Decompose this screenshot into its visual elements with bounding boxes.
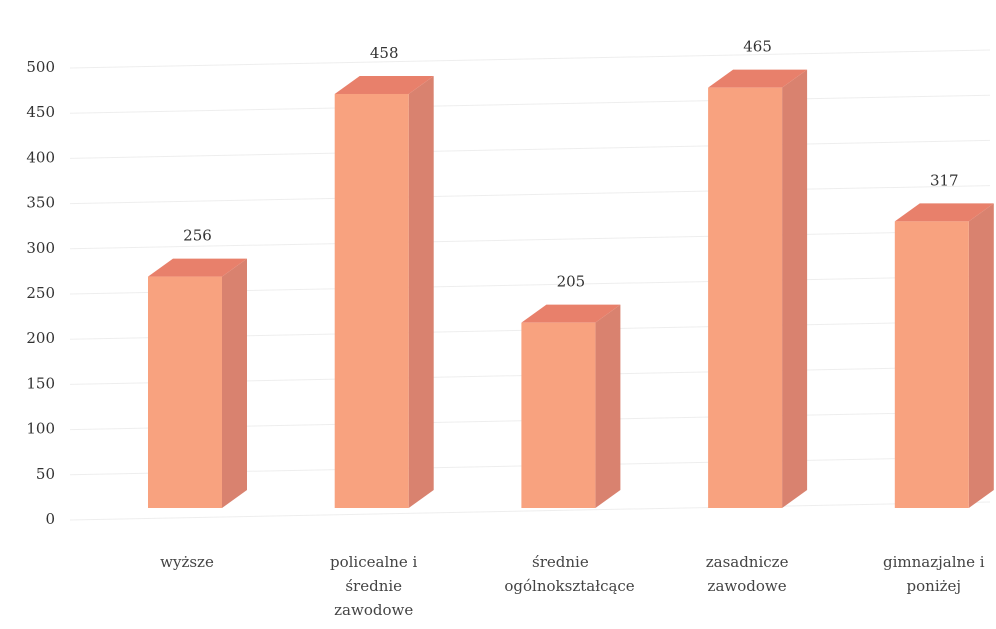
bar <box>148 276 222 508</box>
grid-line <box>69 49 991 69</box>
y-tick-label: 250 <box>26 284 55 302</box>
y-tick-label: 0 <box>45 510 55 528</box>
x-tick-label: zasadnicze zawodowe <box>705 553 789 595</box>
bar-top <box>148 258 247 277</box>
grid-line <box>69 94 991 114</box>
y-tick-label: 350 <box>26 194 55 212</box>
y-tick-label: 450 <box>26 103 55 121</box>
bar-side <box>408 75 434 508</box>
bar <box>894 221 969 508</box>
bar-side <box>782 69 808 508</box>
x-tick-label: średnie ogólnokształcące <box>504 553 635 595</box>
bar <box>521 322 596 508</box>
bar-side <box>968 203 994 508</box>
grid-line <box>69 501 991 521</box>
bar-top <box>521 304 621 323</box>
value-label: 205 <box>557 273 586 291</box>
bar-side <box>595 304 621 508</box>
bar-top <box>708 69 808 88</box>
y-tick-label: 500 <box>26 58 55 76</box>
bar-side <box>222 258 247 508</box>
value-label: 317 <box>930 171 959 189</box>
y-tick-label: 50 <box>36 465 55 483</box>
value-label: 458 <box>370 44 399 62</box>
bar-top <box>894 203 994 222</box>
y-tick-label: 100 <box>26 420 55 438</box>
bar-top <box>334 75 434 94</box>
x-tick-label: gimnazjalne i poniżej <box>882 553 985 595</box>
grid-line <box>69 185 991 205</box>
x-tick-label: wyższe <box>160 553 214 571</box>
value-label: 256 <box>183 227 212 245</box>
y-tick-label: 150 <box>26 374 55 392</box>
y-tick-label: 300 <box>26 239 55 257</box>
y-tick-label: 400 <box>26 148 55 166</box>
x-tick-label: policealne i średnie zawodowe <box>330 553 418 619</box>
bar <box>334 93 409 508</box>
grid-line <box>69 230 991 250</box>
y-tick-label: 200 <box>26 329 55 347</box>
value-label: 465 <box>743 38 772 56</box>
grid-line <box>69 139 991 159</box>
bar <box>708 87 783 508</box>
